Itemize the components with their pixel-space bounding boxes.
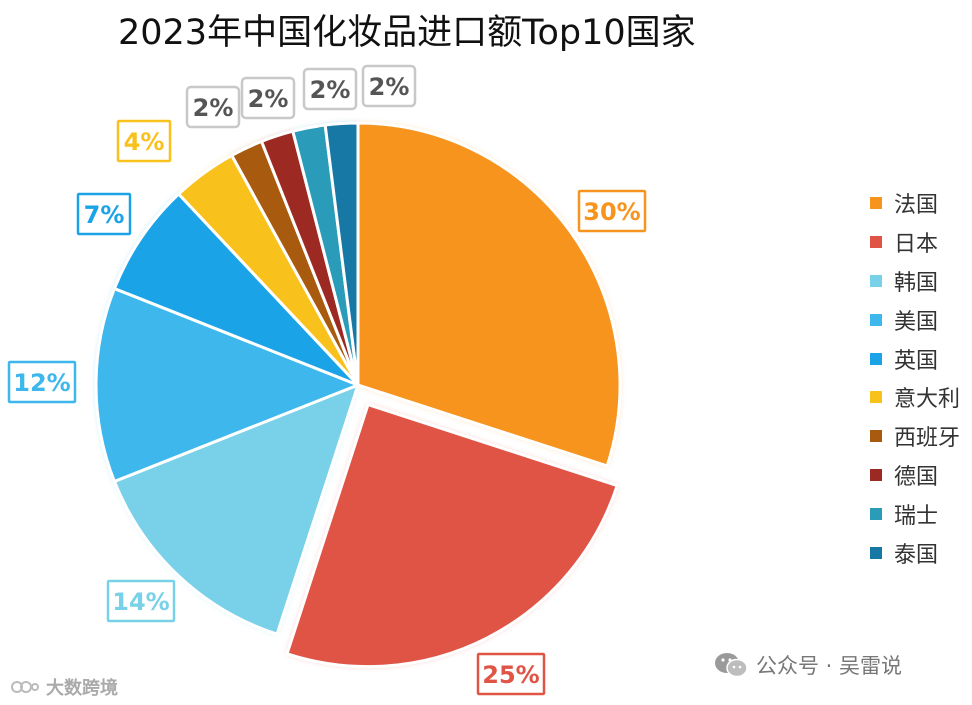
- data-label-1: 30%: [577, 189, 647, 233]
- legend-swatch: [870, 430, 882, 443]
- legend-swatch: [870, 313, 882, 326]
- watermark: 公众号 · 吴雷说: [714, 650, 902, 680]
- pie-slice-2: [285, 403, 619, 669]
- data-label-box: [76, 192, 132, 236]
- legend-item-4: 美国: [870, 300, 960, 339]
- data-label-text: 2%: [310, 76, 351, 104]
- legend-item-5: 英国: [870, 339, 960, 378]
- data-label-3: 14%: [106, 579, 176, 623]
- data-label-box: [240, 76, 296, 120]
- legend-label: 德国: [894, 464, 939, 490]
- legend-item-10: 泰国: [870, 533, 960, 572]
- data-label-box: [106, 579, 176, 623]
- data-label-text: 25%: [482, 661, 539, 689]
- data-label-4: 12%: [7, 360, 77, 404]
- data-label-text: 30%: [583, 198, 640, 226]
- wechat-icon: [715, 653, 748, 678]
- pie-slice-3: [112, 383, 360, 636]
- chart-title: 2023年中国化妆品进口额Top10国家: [118, 13, 696, 53]
- data-label-7: 2%: [185, 85, 241, 129]
- legend-swatch: [870, 391, 882, 404]
- data-label-8: 2%: [240, 76, 296, 120]
- data-label-text: 7%: [84, 201, 125, 229]
- logo-icon: [11, 681, 39, 693]
- data-label-box: [7, 360, 77, 404]
- legend-item-7: 西班牙: [870, 417, 960, 456]
- data-label-text: 2%: [193, 94, 234, 122]
- legend: 法国日本韩国美国英国意大利西班牙德国瑞士泰国: [870, 184, 960, 572]
- legend-item-3: 韩国: [870, 262, 960, 301]
- data-label-5: 7%: [76, 192, 132, 236]
- legend-label: 瑞士: [894, 503, 939, 529]
- legend-item-8: 德国: [870, 456, 960, 495]
- data-label-text: 14%: [112, 588, 169, 616]
- legend-swatch: [870, 274, 882, 287]
- brand-logo: 大数跨境: [10, 674, 118, 700]
- data-label-box: [361, 64, 417, 108]
- data-label-9: 2%: [302, 67, 358, 111]
- legend-item-1: 法国: [870, 184, 960, 223]
- data-label-box: [116, 119, 172, 163]
- legend-swatch: [870, 546, 882, 559]
- data-label-text: 2%: [369, 73, 410, 101]
- legend-label: 意大利: [894, 387, 961, 413]
- pie-slice-1: [356, 121, 622, 468]
- pie-slice-10: [323, 121, 360, 387]
- legend-swatch: [870, 352, 882, 365]
- data-label-box: [185, 85, 241, 129]
- legend-label: 法国: [894, 193, 939, 219]
- logo-text: 大数跨境: [46, 678, 118, 699]
- data-label-text: 12%: [13, 369, 70, 397]
- legend-label: 泰国: [894, 542, 939, 568]
- pie-slice-4: [94, 287, 360, 483]
- legend-label: 西班牙: [894, 426, 961, 452]
- data-label-2: 25%: [476, 652, 546, 696]
- legend-swatch: [870, 468, 882, 481]
- legend-swatch: [870, 197, 882, 210]
- legend-label: 韩国: [894, 270, 939, 296]
- legend-item-6: 意大利: [870, 378, 960, 417]
- legend-label: 日本: [894, 232, 939, 258]
- data-label-box: [577, 189, 647, 233]
- data-label-6: 4%: [116, 119, 172, 163]
- data-label-text: 2%: [248, 85, 289, 113]
- legend-swatch: [870, 507, 882, 520]
- legend-item-9: 瑞士: [870, 494, 960, 533]
- legend-label: 美国: [894, 309, 939, 335]
- legend-swatch: [870, 236, 882, 249]
- data-label-box: [476, 652, 546, 696]
- data-label-10: 2%: [361, 64, 417, 108]
- pie-slice-5: [112, 192, 360, 387]
- data-label-box: [302, 67, 358, 111]
- legend-item-2: 日本: [870, 223, 960, 262]
- legend-label: 英国: [894, 348, 939, 374]
- watermark-text: 公众号 · 吴雷说: [756, 654, 903, 678]
- data-label-text: 4%: [124, 128, 165, 156]
